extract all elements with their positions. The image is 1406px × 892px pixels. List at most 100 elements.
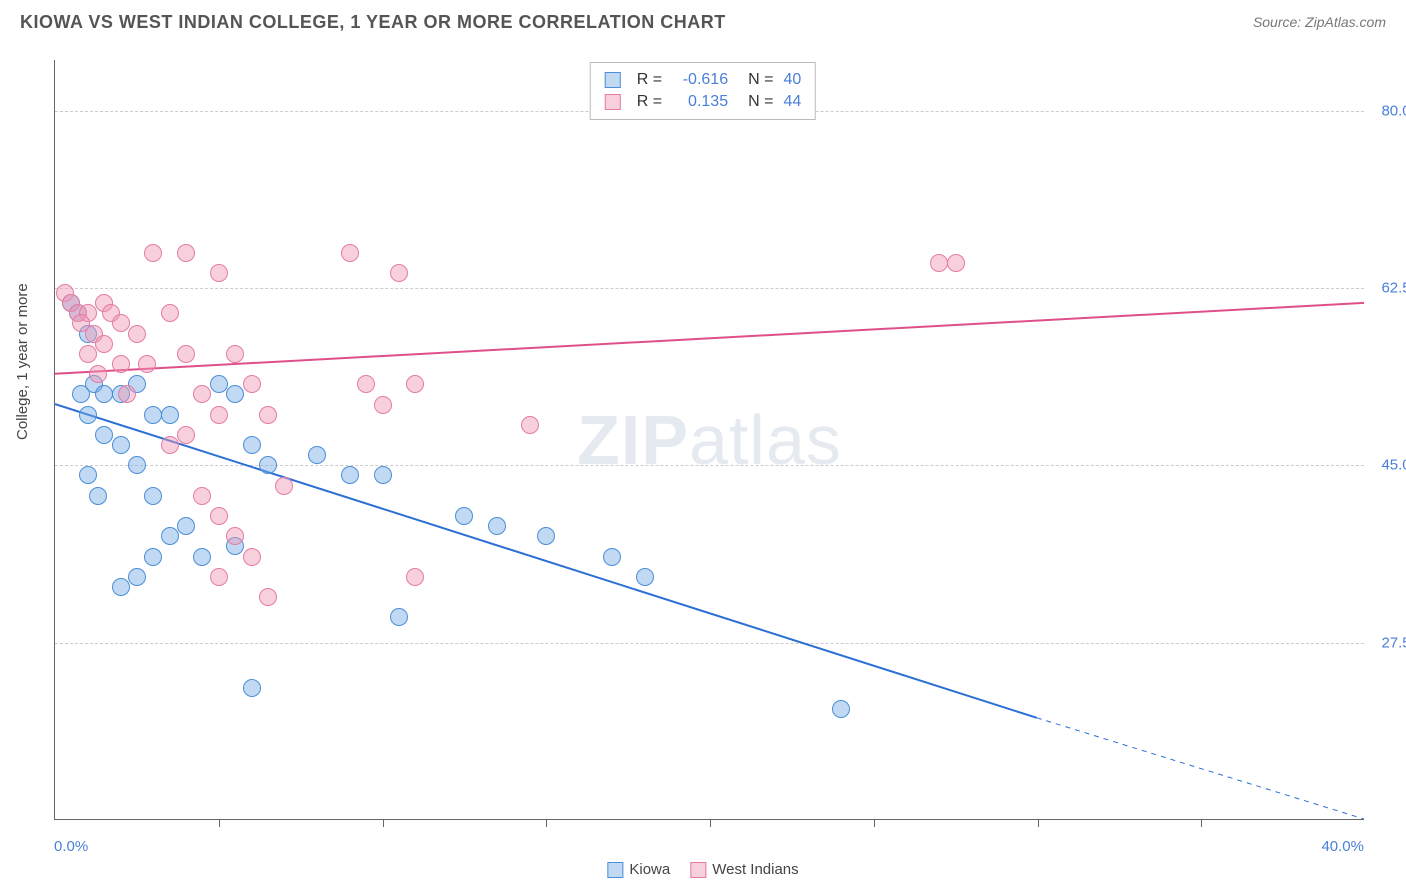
data-point [177,426,195,444]
data-point [226,345,244,363]
data-point [161,304,179,322]
data-point [259,406,277,424]
stats-legend: R = -0.616 N = 40 R = 0.135 N = 44 [590,62,816,120]
data-point [79,406,97,424]
data-point [226,385,244,403]
r-value: -0.616 [672,71,728,89]
data-point [357,375,375,393]
data-point [243,436,261,454]
data-point [210,375,228,393]
series-legend: Kiowa West Indians [607,861,798,878]
data-point [341,466,359,484]
data-point [930,254,948,272]
data-point [341,244,359,262]
data-point [832,700,850,718]
legend-label: West Indians [712,861,798,878]
x-tick [219,819,220,827]
data-point [390,608,408,626]
y-tick-label: 27.5% [1381,634,1406,651]
data-point [603,548,621,566]
trend-line [55,303,1364,374]
y-tick-label: 62.5% [1381,280,1406,297]
data-point [488,517,506,535]
r-value: 0.135 [672,93,728,111]
x-tick [383,819,384,827]
data-point [95,426,113,444]
x-max-label: 40.0% [1321,838,1364,855]
gridline [55,643,1364,644]
data-point [243,679,261,697]
data-point [144,406,162,424]
data-point [95,385,113,403]
data-point [177,517,195,535]
legend-swatch [605,94,621,110]
y-axis-title: College, 1 year or more [14,283,31,440]
data-point [455,507,473,525]
r-label: R = [637,71,662,89]
data-point [128,568,146,586]
data-point [521,416,539,434]
data-point [374,466,392,484]
data-point [308,446,326,464]
data-point [193,487,211,505]
x-tick [1201,819,1202,827]
y-tick-label: 45.0% [1381,457,1406,474]
data-point [128,325,146,343]
x-tick [874,819,875,827]
data-point [243,375,261,393]
data-point [636,568,654,586]
legend-item: West Indians [690,861,798,878]
legend-swatch [607,862,623,878]
data-point [177,345,195,363]
data-point [406,568,424,586]
chart-area: ZIPatlas 27.5%45.0%62.5%80.0% [54,60,1364,820]
x-tick [710,819,711,827]
gridline [55,465,1364,466]
data-point [161,436,179,454]
data-point [210,507,228,525]
stats-row: R = 0.135 N = 44 [605,91,801,113]
stats-row: R = -0.616 N = 40 [605,69,801,91]
legend-swatch [690,862,706,878]
data-point [112,436,130,454]
data-point [144,244,162,262]
data-point [144,548,162,566]
data-point [144,487,162,505]
data-point [259,588,277,606]
data-point [226,527,244,545]
n-label: N = [748,93,773,111]
data-point [95,335,113,353]
data-point [193,385,211,403]
data-point [161,527,179,545]
n-label: N = [748,71,773,89]
n-value: 40 [783,71,801,89]
data-point [79,466,97,484]
legend-item: Kiowa [607,861,670,878]
data-point [79,345,97,363]
data-point [390,264,408,282]
n-value: 44 [783,93,801,111]
r-label: R = [637,93,662,111]
data-point [947,254,965,272]
data-point [118,385,136,403]
trend-line-dashed [1037,718,1364,819]
watermark: ZIPatlas [577,400,842,480]
x-tick [546,819,547,827]
data-point [138,355,156,373]
data-point [193,548,211,566]
data-point [259,456,277,474]
source-label: Source: ZipAtlas.com [1253,14,1386,30]
data-point [161,406,179,424]
data-point [112,314,130,332]
gridline [55,288,1364,289]
data-point [128,456,146,474]
data-point [243,548,261,566]
x-tick [1038,819,1039,827]
y-tick-label: 80.0% [1381,102,1406,119]
data-point [89,365,107,383]
chart-title: KIOWA VS WEST INDIAN COLLEGE, 1 YEAR OR … [20,12,726,32]
data-point [112,355,130,373]
data-point [210,568,228,586]
data-point [210,264,228,282]
x-min-label: 0.0% [54,838,88,855]
